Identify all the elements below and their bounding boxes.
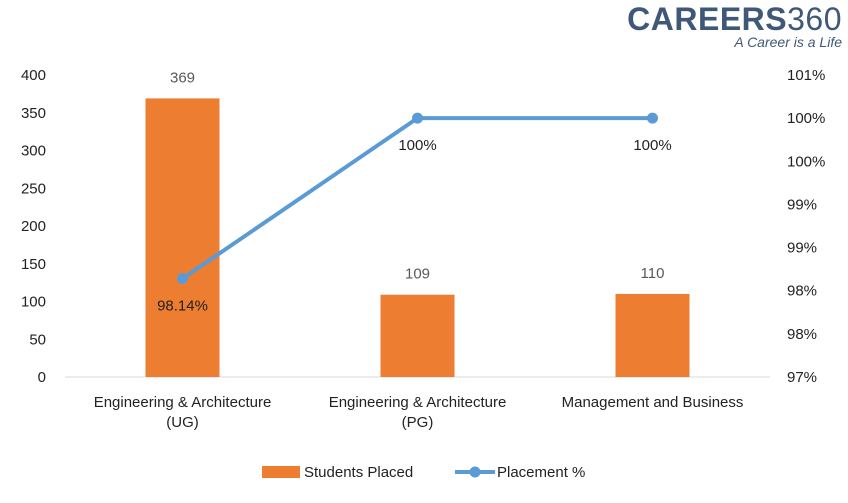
bar-data-label: 110 [641, 265, 665, 282]
x-category-label: (PG) [402, 414, 434, 431]
y-left-tick-label: 350 [21, 105, 46, 122]
y-right-tick-label: 98% [787, 283, 817, 300]
x-category-label: Engineering & Architecture [94, 394, 272, 411]
y-right-tick-label: 100% [787, 153, 825, 170]
bar-data-label: 109 [405, 266, 430, 283]
line-data-label: 100% [398, 137, 436, 154]
y-left-tick-label: 300 [21, 143, 46, 160]
y-right-tick-label: 98% [787, 326, 817, 343]
legend-label: Students Placed [304, 464, 413, 481]
bar-data-label: 369 [170, 69, 195, 86]
y-left-tick-label: 0 [38, 369, 46, 386]
line-point [647, 112, 658, 124]
y-left-tick-label: 400 [21, 67, 46, 84]
brand-logo: CAREERS360 A Career is a Life [627, 2, 842, 50]
y-left-tick-label: 200 [21, 218, 46, 235]
legend-swatch-marker [469, 466, 481, 478]
line-data-label: 98.14% [157, 298, 208, 315]
y-left-tick-label: 50 [29, 331, 46, 348]
brand-name: CAREERS360 [627, 1, 842, 37]
y-right-tick-label: 101% [787, 67, 825, 84]
y-right-tick-label: 99% [787, 240, 817, 257]
y-left-tick-label: 150 [21, 256, 46, 273]
y-right-tick-label: 100% [787, 110, 825, 127]
x-category-label: Management and Business [562, 394, 744, 411]
y-left-tick-label: 100 [21, 294, 46, 311]
bar [145, 98, 220, 377]
line-data-label: 100% [633, 137, 671, 154]
y-left-tick-label: 250 [21, 180, 46, 197]
legend-label: Placement % [497, 464, 585, 481]
bar [615, 293, 690, 377]
y-right-tick-label: 97% [787, 369, 817, 386]
y-right-tick-label: 99% [787, 196, 817, 213]
line-point [177, 273, 188, 285]
brand-tagline: A Career is a Life [734, 34, 842, 50]
bar [380, 294, 455, 377]
x-category-label: Engineering & Architecture [329, 394, 507, 411]
legend-swatch-bar [262, 466, 300, 478]
x-category-label: (UG) [166, 414, 199, 431]
line-point [412, 112, 423, 124]
